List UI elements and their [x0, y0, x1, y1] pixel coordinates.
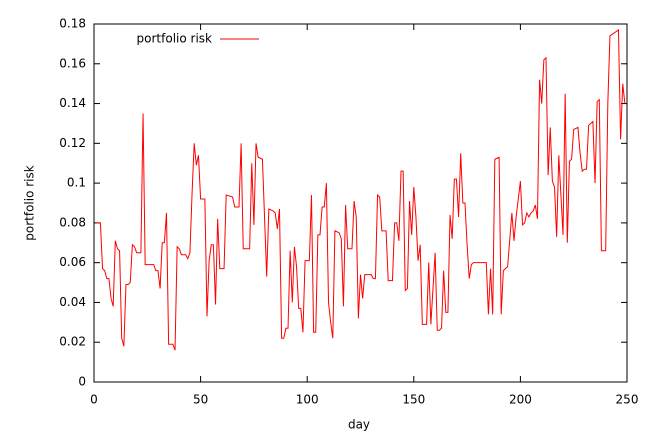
- y-tick-label: 0.02: [59, 335, 86, 349]
- y-tick-label: 0: [78, 375, 86, 389]
- x-tick-label: 100: [296, 393, 319, 407]
- legend-label: portfolio risk: [137, 32, 213, 46]
- y-tick-label: 0.18: [59, 17, 86, 31]
- y-tick-label: 0.04: [59, 295, 86, 309]
- y-tick-label: 0.14: [59, 96, 86, 110]
- x-tick-label: 150: [402, 393, 425, 407]
- y-tick-label: 0.12: [59, 136, 86, 150]
- y-tick-label: 0.06: [59, 255, 86, 269]
- x-tick-label: 200: [509, 393, 532, 407]
- x-tick-label: 0: [90, 393, 98, 407]
- x-tick-label: 50: [193, 393, 208, 407]
- y-tick-label: 0.1: [67, 176, 86, 190]
- y-tick-label: 0.16: [59, 56, 86, 70]
- plot-frame: [93, 23, 628, 383]
- x-tick-label: 250: [616, 393, 639, 407]
- x-axis-label: day: [348, 418, 370, 432]
- y-tick-label: 0.08: [59, 215, 86, 229]
- data-line: [96, 29, 626, 351]
- y-axis-label: portfolio risk: [23, 165, 37, 241]
